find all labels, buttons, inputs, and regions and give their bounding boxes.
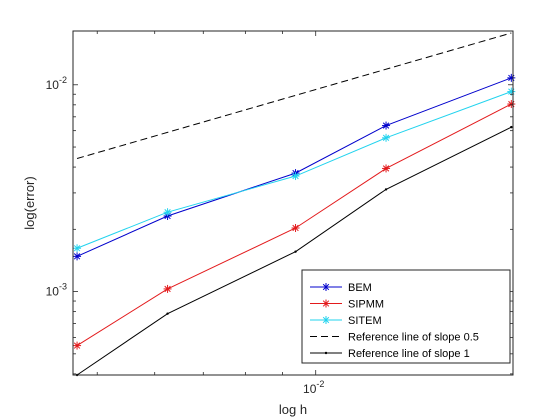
data-point-sipmm [291,223,300,232]
legend-entry-sitem: SITEM [310,315,382,327]
legend-marker-sitem-stroke [322,316,330,324]
legend: BEM SIPMM SITEM Reference line of slope 0.5… [301,269,511,364]
data-point-sipmm-stroke [73,342,81,349]
x-axis-label: log h [279,402,307,417]
data-point-bem [382,121,391,130]
data-point-bem [73,252,82,261]
data-point-bem-stroke [73,253,81,260]
legend-entry-sipmm: SIPMM [310,299,384,311]
data-point-sipmm-stroke [292,224,299,232]
series-layer [73,32,516,377]
data-point-sipmm [73,341,82,350]
ticks-layer: 10-2 10-3 10-2 [46,31,513,396]
data-point-sitem [163,208,172,217]
data-point-sipmm [507,100,516,109]
data-point-bem [507,73,516,82]
data-point-sitem [73,244,82,253]
legend-label-bem: BEM [348,282,372,294]
data-point-sitem [291,172,300,181]
data-point-sipmm-stroke [382,165,390,172]
data-point-reference-line-of-slope-1 [294,250,297,253]
data-point-sipmm-stroke [164,285,171,293]
y-tick-label: 10-2 [46,75,67,92]
series-reference-line-of-slope-0-5 [76,32,512,159]
legend-label-reference-line-of-slope-0-5: Reference line of slope 0.5 [348,332,479,344]
legend-label-sipmm: SIPMM [348,299,384,311]
data-point-sitem [382,133,391,142]
legend-label-sitem: SITEM [348,315,382,327]
data-point-bem-stroke [382,122,390,129]
data-point-reference-line-of-slope-1 [510,125,513,129]
data-point-reference-line-of-slope-1 [166,312,169,315]
data-point-sitem-stroke [73,245,81,252]
legend-marker-sitem [322,316,330,324]
legend-marker-sipmm [322,299,330,308]
legend-label-reference-line-of-slope-1: Reference line of slope 1 [348,348,470,360]
legend-box [301,269,511,364]
legend-entry-reference-line-of-slope-0-5: Reference line of slope 0.5 [310,332,479,344]
data-point-sitem-stroke [292,172,299,180]
legend-marker-bem-stroke [322,283,330,291]
legend-marker-reference-line-of-slope-1 [324,351,328,355]
series-reference-line-of-slope-1 [75,125,513,377]
legend-entry-reference-line-of-slope-1: Reference line of slope 1 [310,348,470,360]
x-tick-label: 10-2 [303,379,324,396]
data-point-sitem-stroke [382,134,390,142]
y-axis-label: log(error) [22,176,37,229]
data-point-reference-line-of-slope-1 [384,188,388,191]
data-point-sipmm [382,164,391,173]
legend-entry-bem: BEM [310,282,372,294]
data-point-sipmm [163,284,172,293]
data-point-sitem-stroke [164,209,171,216]
y-tick-label: 10-3 [46,282,67,299]
series-sipmm [73,100,516,350]
legend-marker-bem [322,283,330,291]
series-line-reference-line-of-slope-0-5 [76,32,512,159]
legend-marker-sipmm-stroke [322,300,330,307]
axes-box [72,30,514,376]
